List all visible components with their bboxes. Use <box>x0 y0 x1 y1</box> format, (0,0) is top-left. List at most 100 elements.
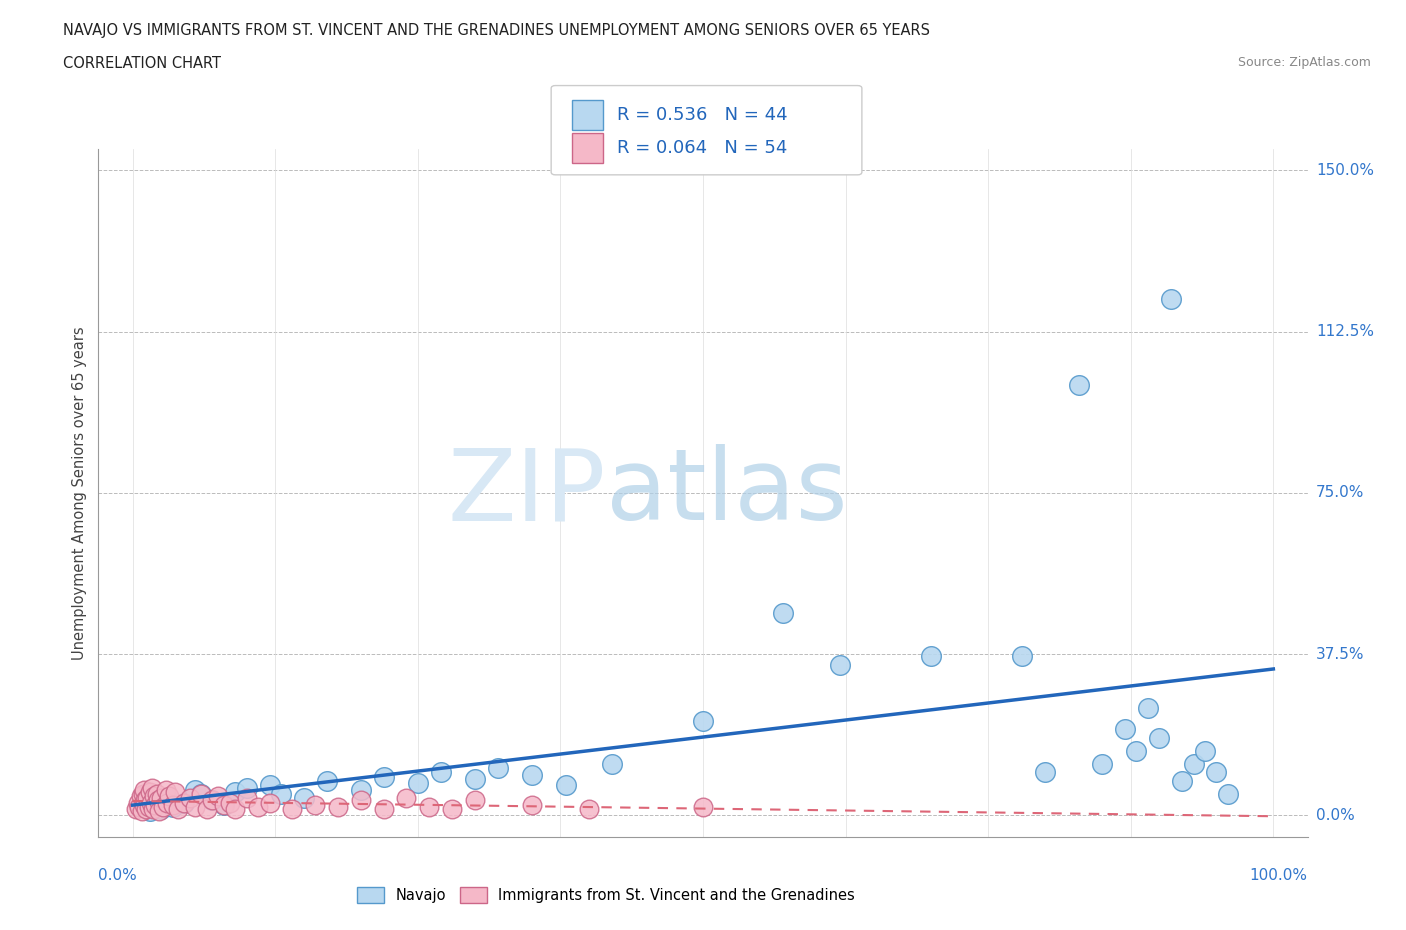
Point <box>167 802 190 817</box>
Point <box>224 784 246 799</box>
Point <box>179 790 201 805</box>
Point <box>163 784 186 799</box>
Point <box>1149 731 1171 746</box>
Point <box>212 797 235 812</box>
Point <box>1160 292 1182 307</box>
Point <box>292 790 315 805</box>
Point <box>350 782 373 797</box>
Text: 37.5%: 37.5% <box>1316 646 1364 662</box>
Point <box>129 789 152 804</box>
Point <box>125 802 148 817</box>
Point <box>464 793 486 808</box>
Point <box>141 780 163 795</box>
Point <box>134 793 156 808</box>
Point <box>152 800 174 815</box>
Point <box>259 777 281 792</box>
Point <box>326 800 349 815</box>
Text: ZIP: ZIP <box>449 445 606 541</box>
Point <box>128 800 150 815</box>
Point <box>150 790 173 805</box>
Point <box>395 790 418 805</box>
Point <box>201 793 224 808</box>
Point <box>162 797 184 812</box>
Point <box>127 795 149 810</box>
Point <box>224 802 246 817</box>
Point <box>441 802 464 817</box>
Point <box>555 777 578 792</box>
Text: NAVAJO VS IMMIGRANTS FROM ST. VINCENT AND THE GRENADINES UNEMPLOYMENT AMONG SENI: NAVAJO VS IMMIGRANTS FROM ST. VINCENT AN… <box>63 23 931 38</box>
Point <box>600 756 623 771</box>
Point <box>1205 765 1227 780</box>
Text: R = 0.064   N = 54: R = 0.064 N = 54 <box>617 139 787 157</box>
Point <box>162 800 184 815</box>
Point <box>132 800 155 815</box>
Text: 0.0%: 0.0% <box>1316 808 1354 823</box>
Point <box>184 800 207 815</box>
Point <box>692 800 714 815</box>
Text: Source: ZipAtlas.com: Source: ZipAtlas.com <box>1237 56 1371 69</box>
Point <box>156 790 179 805</box>
Point <box>212 797 235 812</box>
Point <box>406 776 429 790</box>
Point <box>145 787 167 802</box>
Text: 150.0%: 150.0% <box>1316 163 1374 178</box>
Point <box>173 795 195 810</box>
Point <box>195 802 218 817</box>
Point <box>157 789 180 804</box>
Point <box>139 795 162 810</box>
Point <box>520 797 543 812</box>
Point <box>259 795 281 810</box>
Point <box>486 761 509 776</box>
Point <box>1114 722 1136 737</box>
Point <box>373 769 395 784</box>
Text: 100.0%: 100.0% <box>1250 868 1308 883</box>
Y-axis label: Unemployment Among Seniors over 65 years: Unemployment Among Seniors over 65 years <box>72 326 87 659</box>
Point <box>350 793 373 808</box>
Legend: Navajo, Immigrants from St. Vincent and the Grenadines: Navajo, Immigrants from St. Vincent and … <box>352 882 860 909</box>
Point <box>281 802 304 817</box>
Point <box>373 802 395 817</box>
Point <box>145 793 167 808</box>
Point <box>920 649 942 664</box>
Point <box>156 795 179 810</box>
Text: atlas: atlas <box>606 445 848 541</box>
Point <box>139 804 162 818</box>
Point <box>138 800 160 815</box>
Point <box>520 767 543 782</box>
Point <box>1033 765 1056 780</box>
Point <box>190 787 212 802</box>
Point <box>132 787 155 802</box>
Point <box>146 793 169 808</box>
Point <box>143 789 166 804</box>
Point <box>207 789 229 804</box>
Text: CORRELATION CHART: CORRELATION CHART <box>63 56 221 71</box>
Point <box>418 800 440 815</box>
Point <box>148 804 170 818</box>
Point <box>464 772 486 787</box>
Point <box>142 802 165 817</box>
Point <box>247 800 270 815</box>
Point <box>315 774 337 789</box>
Point <box>132 797 155 812</box>
Point <box>578 802 600 817</box>
Point <box>828 658 851 672</box>
Point <box>1069 378 1091 392</box>
Point <box>429 765 451 780</box>
Point <box>190 787 212 802</box>
Point <box>1171 774 1194 789</box>
Text: 75.0%: 75.0% <box>1316 485 1364 500</box>
Point <box>235 780 257 795</box>
Text: R = 0.536   N = 44: R = 0.536 N = 44 <box>617 106 787 125</box>
Point <box>1011 649 1033 664</box>
Point <box>772 606 794 621</box>
Point <box>692 713 714 728</box>
Text: 112.5%: 112.5% <box>1316 324 1374 339</box>
Point <box>304 797 326 812</box>
Point <box>1194 744 1216 759</box>
Point <box>155 782 177 797</box>
Text: 0.0%: 0.0% <box>98 868 138 883</box>
Point <box>218 795 240 810</box>
Point <box>1136 700 1159 715</box>
Point <box>1091 756 1114 771</box>
Point <box>173 795 195 810</box>
